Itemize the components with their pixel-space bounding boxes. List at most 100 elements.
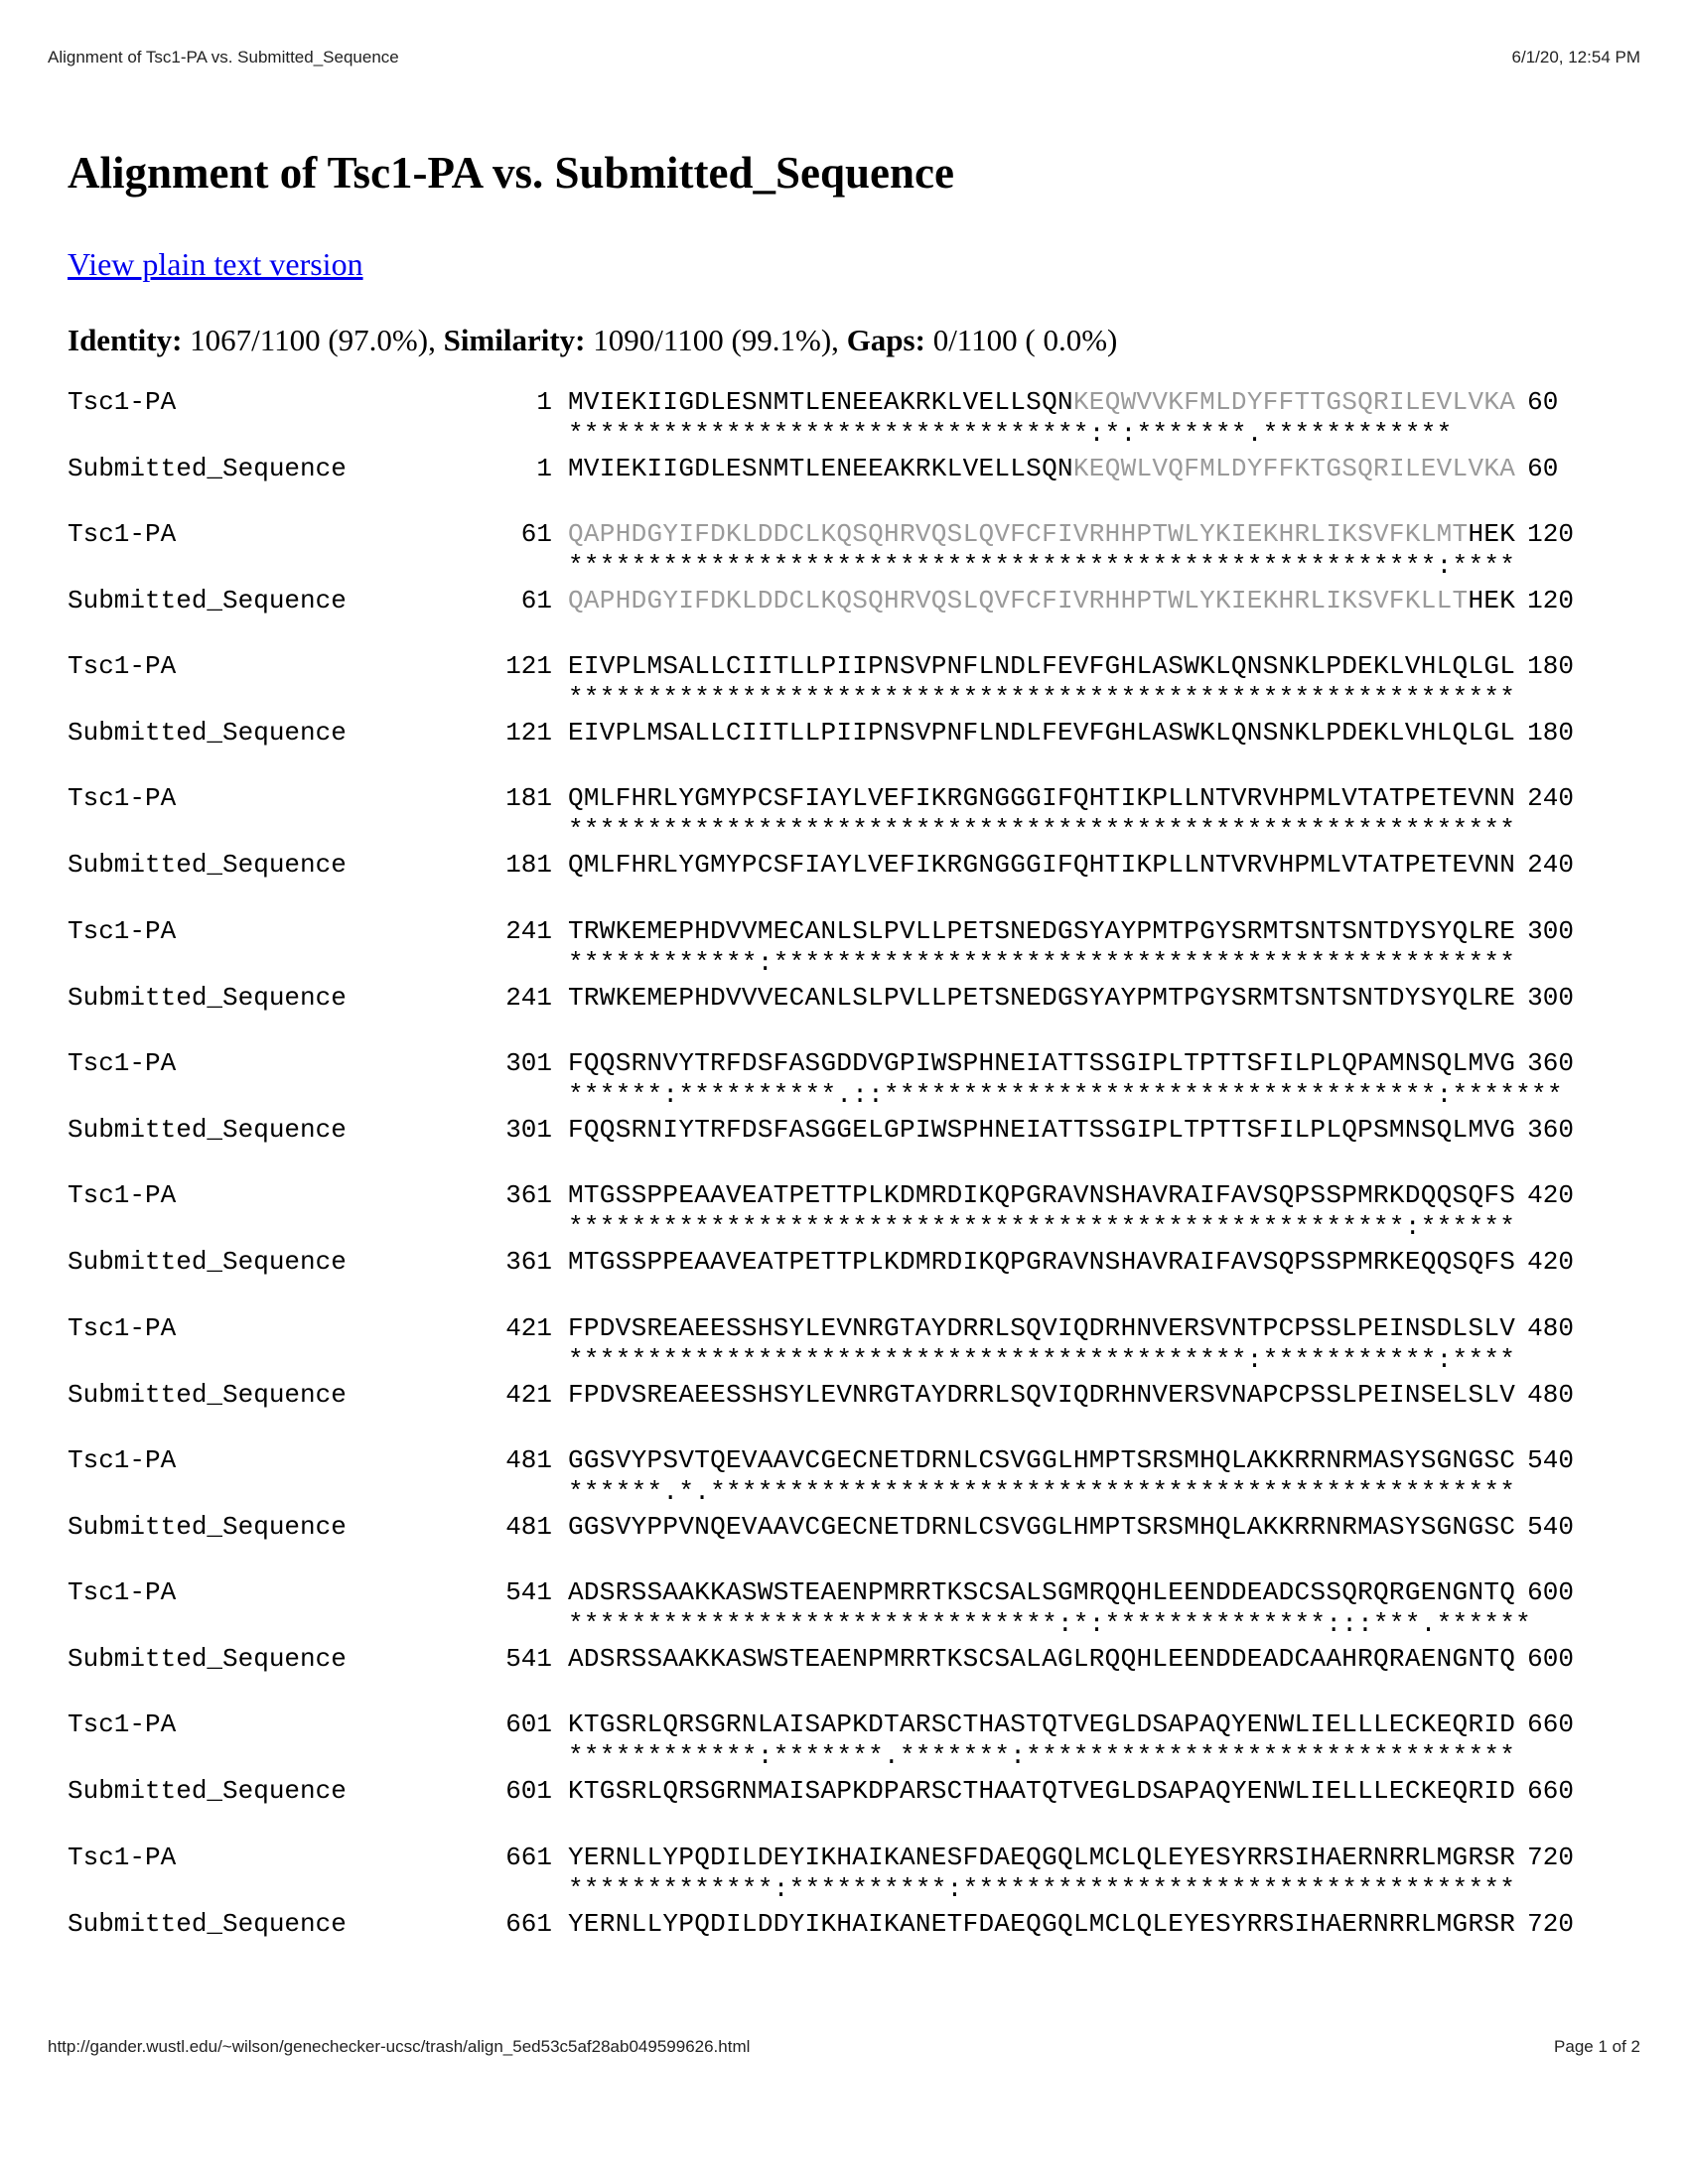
- query-start: 301: [505, 1047, 552, 1078]
- sequence-segment: FPDVSREAEESSHSYLEVNRGTAYDRRLSQVIQDRHNVER…: [568, 1379, 1516, 1410]
- sequence-segment: FQQSRNIYTRFDSFASGGELGPIWSPHNEIATTSSGIPLT…: [568, 1114, 1516, 1145]
- query-end: 660: [1527, 1709, 1574, 1740]
- alignment-block: Tsc1-PA 361 MTGSSPPEAAVEATPETTPLKDMRDIKQPG…: [68, 1179, 1636, 1311]
- query-start: 241: [505, 915, 552, 946]
- match-spacer: [68, 1609, 433, 1643]
- alignment-block: Tsc1-PA 121 EIVPLMSALLCIITLLPIIPNSVPNFLNDL…: [68, 650, 1636, 782]
- subject-end: 240: [1527, 850, 1574, 881]
- subject-sequence: EIVPLMSALLCIITLLPIIPNSVPNFLNDLFEVFGHLASW…: [552, 717, 1515, 750]
- sequence-segment: TRWKEMEPHDVVVECANLSLPVLLPETSNEDGSYAYPMTP…: [568, 982, 1516, 1013]
- alignment-block: Tsc1-PA 301 FQQSRNVYTRFDSFASGDDVGPIWSPHNEI…: [68, 1047, 1636, 1179]
- subject-line: Submitted_Sequence 121 EIVPLMSALLCIITLLPII…: [68, 717, 1636, 750]
- query-name: Tsc1-PA: [68, 1047, 177, 1078]
- sequence-segment: MVIEKIIGDLESNMTLENEEAKRKLVELLSQN: [568, 453, 1073, 483]
- query-sequence: FQQSRNVYTRFDSFASGDDVGPIWSPHNEIATTSSGIPLT…: [552, 1047, 1515, 1080]
- sequence-segment: YERNLLYPQDILDEYIKHAIKANESFDAEQGQLMCLQLEY…: [568, 1842, 1516, 1872]
- match-symbols: *************:**********:***************…: [568, 1873, 1516, 1904]
- query-start: 181: [505, 783, 552, 814]
- query-start: 541: [505, 1577, 552, 1608]
- query-end: 120: [1527, 518, 1574, 549]
- query-start: 1: [536, 386, 552, 417]
- match-spacer: [433, 815, 552, 849]
- query-start: 481: [505, 1444, 552, 1475]
- match-spacer: [68, 1874, 433, 1908]
- gaps-label: Gaps:: [846, 322, 925, 357]
- subject-line: Submitted_Sequence 361 MTGSSPPEAAVEATPETTP…: [68, 1246, 1636, 1279]
- subject-end: 660: [1527, 1776, 1574, 1807]
- identity-label: Identity:: [68, 322, 183, 357]
- query-sequence: EIVPLMSALLCIITLLPIIPNSVPNFLNDLFEVFGHLASW…: [552, 650, 1515, 683]
- query-sequence: QMLFHRLYGMYPCSFIAYLVEFIKRGNGGGIFQHTIKPLL…: [552, 782, 1515, 815]
- alignment-block: Tsc1-PA 601 KTGSRLQRSGRNLAISAPKDTARSCTHAST…: [68, 1708, 1636, 1841]
- subject-end: 120: [1527, 585, 1574, 615]
- subject-name: Submitted_Sequence: [68, 1379, 347, 1410]
- sequence-segment: FQQSRNVYTRFDSFASGDDVGPIWSPHNEIATTSSGIPLT…: [568, 1047, 1516, 1078]
- query-name: Tsc1-PA: [68, 651, 177, 682]
- subject-sequence: MVIEKIIGDLESNMTLENEEAKRKLVELLSQNKEQWLVQF…: [552, 453, 1515, 485]
- query-end: 540: [1527, 1444, 1574, 1475]
- query-end: 360: [1527, 1047, 1574, 1078]
- subject-start: 661: [505, 1908, 552, 1939]
- query-sequence: MTGSSPPEAAVEATPETTPLKDMRDIKQPGRAVNSHAVRA…: [552, 1179, 1515, 1212]
- match-spacer: [68, 948, 433, 982]
- query-line: Tsc1-PA 481 GGSVYPSVTQEVAAVCGECNETDRNLCSVG…: [68, 1444, 1636, 1477]
- match-line: ****************************************…: [68, 683, 1636, 717]
- match-spacer: [433, 1874, 552, 1908]
- view-plain-text-link[interactable]: View plain text version: [68, 245, 363, 282]
- query-sequence: MVIEKIIGDLESNMTLENEEAKRKLVELLSQNKEQWVVKF…: [552, 386, 1515, 419]
- subject-name: Submitted_Sequence: [68, 1776, 347, 1807]
- query-name: Tsc1-PA: [68, 386, 177, 417]
- query-sequence: TRWKEMEPHDVVMECANLSLPVLLPETSNEDGSYAYPMTP…: [552, 915, 1515, 948]
- gaps-value: 0/1100 ( 0.0%): [932, 322, 1118, 357]
- query-start: 661: [505, 1842, 552, 1872]
- match-symbols: *********************************:*:****…: [568, 418, 1453, 449]
- alignment-block: Tsc1-PA 181 QMLFHRLYGMYPCSFIAYLVEFIKRGNGGG…: [68, 782, 1636, 914]
- query-end: 300: [1527, 915, 1574, 946]
- subject-line: Submitted_Sequence 421 FPDVSREAEESSHSYLEVN…: [68, 1379, 1636, 1412]
- subject-end: 600: [1527, 1644, 1574, 1675]
- match-spacer: [433, 419, 552, 453]
- sequence-segment: MTGSSPPEAAVEATPETTPLKDMRDIKQPGRAVNSHAVRA…: [568, 1247, 1516, 1278]
- query-line: Tsc1-PA 301 FQQSRNVYTRFDSFASGDDVGPIWSPHNEI…: [68, 1047, 1636, 1080]
- query-start: 421: [505, 1312, 552, 1343]
- query-start: 121: [505, 651, 552, 682]
- match-symbols: ******.*.*******************************…: [568, 1476, 1516, 1507]
- subject-name: Submitted_Sequence: [68, 982, 347, 1013]
- sequence-segment: YERNLLYPQDILDDYIKHAIKANETFDAEQGQLMCLQLEY…: [568, 1908, 1516, 1939]
- subject-line: Submitted_Sequence 61 QAPHDGYIFDKLDDCLKQSQ…: [68, 585, 1636, 617]
- match-line: ******.*.*******************************…: [68, 1477, 1636, 1511]
- print-footer-page: Page 1 of 2: [1554, 2037, 1640, 2056]
- match-spacer: [68, 551, 433, 585]
- subject-line: Submitted_Sequence 601 KTGSRLQRSGRNMAISAPK…: [68, 1775, 1636, 1808]
- print-footer: http://gander.wustl.edu/~wilson/genechec…: [48, 2037, 1640, 2057]
- match-spacer: [68, 1212, 433, 1246]
- query-line: Tsc1-PA 421 FPDVSREAEESSHSYLEVNRGTAYDRRLSQ…: [68, 1312, 1636, 1345]
- subject-name: Submitted_Sequence: [68, 1908, 347, 1939]
- subject-end: 720: [1527, 1908, 1574, 1939]
- sequence-segment: QAPHDGYIFDKLDDCLKQSQHRVQSLQVFCFIVRHHPTWL…: [568, 585, 1469, 615]
- query-end: 480: [1527, 1312, 1574, 1343]
- subject-end: 480: [1527, 1379, 1574, 1410]
- match-spacer: [433, 1080, 552, 1114]
- match-line: ****************************************…: [68, 551, 1636, 585]
- query-end: 180: [1527, 651, 1574, 682]
- alignment-block: Tsc1-PA 481 GGSVYPSVTQEVAAVCGECNETDRNLCSVG…: [68, 1444, 1636, 1576]
- subject-end: 180: [1527, 718, 1574, 749]
- sequence-segment: KTGSRLQRSGRNLAISAPKDTARSCTHASTQTVEGLDSAP…: [568, 1709, 1516, 1740]
- sequence-segment: ADSRSSAAKKASWSTEAENPMRRTKSCSALSGMRQQHLEE…: [568, 1577, 1516, 1608]
- query-line: Tsc1-PA 661 YERNLLYPQDILDEYIKHAIKANESFDAEQ…: [68, 1842, 1636, 1874]
- query-end: 60: [1527, 386, 1559, 417]
- match-spacer: [433, 683, 552, 717]
- subject-sequence: ADSRSSAAKKASWSTEAENPMRRTKSCSALAGLRQQHLEE…: [552, 1643, 1515, 1676]
- subject-sequence: TRWKEMEPHDVVVECANLSLPVLLPETSNEDGSYAYPMTP…: [552, 982, 1515, 1015]
- subject-end: 60: [1527, 453, 1559, 483]
- match-spacer: [68, 683, 433, 717]
- match-spacer: [68, 815, 433, 849]
- alignment-block: Tsc1-PA 241 TRWKEMEPHDVVMECANLSLPVLLPETSNE…: [68, 915, 1636, 1047]
- query-sequence: KTGSRLQRSGRNLAISAPKDTARSCTHASTQTVEGLDSAP…: [552, 1708, 1515, 1741]
- subject-name: Submitted_Sequence: [68, 1114, 347, 1145]
- match-spacer: [68, 419, 433, 453]
- match-line: ******:**********.::********************…: [68, 1080, 1636, 1114]
- sequence-segment: KTGSRLQRSGRNMAISAPKDPARSCTHAATQTVEGLDSAP…: [568, 1776, 1516, 1807]
- query-name: Tsc1-PA: [68, 518, 177, 549]
